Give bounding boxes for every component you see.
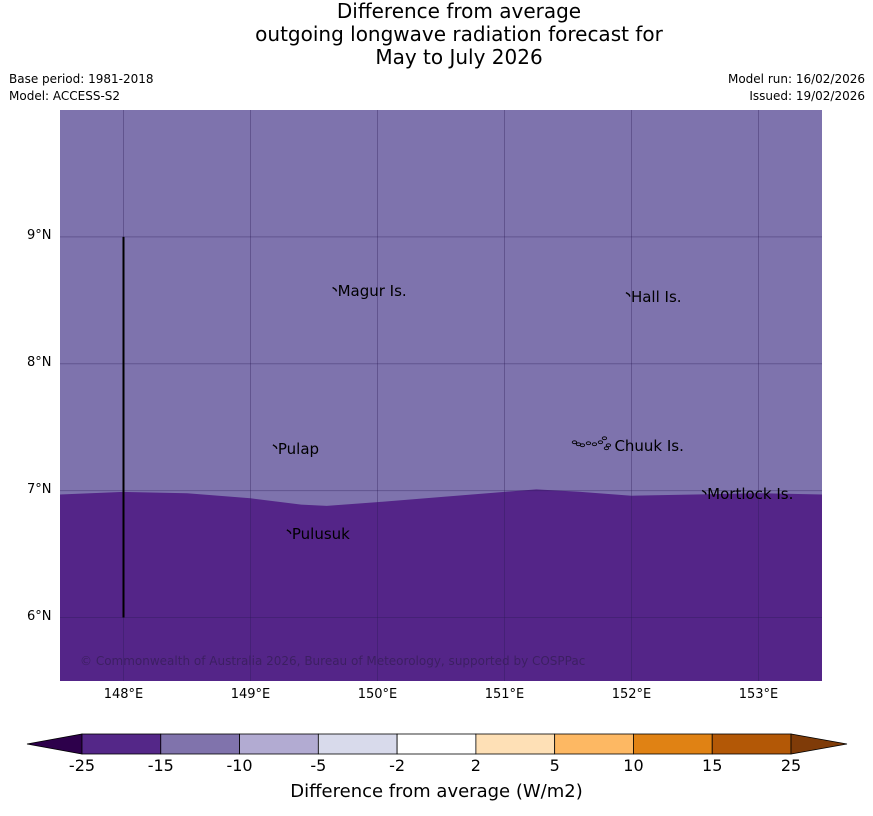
- longitude-tick-label: 151°E: [484, 687, 525, 702]
- colorbar-tick-label: -5: [310, 756, 327, 775]
- colorbar-tick-label: 2: [470, 756, 481, 775]
- lower-anomaly-region: [60, 489, 822, 681]
- longitude-tick-label: 153°E: [738, 687, 779, 702]
- island-shape: [591, 442, 598, 447]
- island-label: Hall Is.: [630, 287, 682, 306]
- map-canvas[interactable]: [60, 110, 822, 681]
- latitude-tick-label: 8°N: [27, 354, 52, 370]
- colorbar-bin: [633, 733, 713, 755]
- copyright-notice: © Commonwealth of Australia 2026, Bureau…: [80, 654, 586, 668]
- island-shape: [701, 489, 707, 495]
- model-name: Model: ACCESS-S2: [9, 89, 121, 103]
- island-shape: [286, 529, 292, 535]
- colorbar-tick-label: 25: [780, 756, 802, 775]
- island-shape: [332, 286, 338, 292]
- island-shape: [272, 444, 278, 450]
- colorbar-tick-label: 10: [623, 756, 644, 775]
- colorbar-bin: [81, 733, 162, 755]
- island-shape: [601, 436, 608, 441]
- latitude-tick-label: 6°N: [27, 608, 52, 624]
- colorbar-tick-label: 5: [549, 756, 560, 775]
- longitude-tick-label: 150°E: [357, 687, 398, 702]
- island-shape: [625, 291, 631, 297]
- meta-right: Model run: 16/02/2026 Issued: 19/02/2026: [728, 71, 865, 105]
- issued-date: Issued: 19/02/2026: [749, 89, 865, 103]
- longitude-tick-label: 148°E: [103, 687, 144, 702]
- colorbar-bin: [239, 733, 319, 755]
- base-period: Base period: 1981-2018: [9, 72, 154, 86]
- island-shape: [579, 443, 586, 448]
- model-run: Model run: 16/02/2026: [727, 72, 865, 86]
- longitude-tick-label: 149°E: [230, 687, 271, 702]
- colorbar-tick-label: -25: [68, 756, 96, 775]
- island-label: Chuuk Is.: [614, 437, 684, 456]
- island-label: Mortlock Is.: [707, 485, 794, 504]
- colorbar-title: Difference from average (W/m2): [290, 781, 583, 802]
- colorbar-tick-label: 15: [702, 756, 723, 775]
- colorbar-bin: [160, 733, 240, 755]
- colorbar-bin: [711, 733, 792, 755]
- island-shape: [585, 441, 592, 446]
- island-label: Pulap: [277, 439, 320, 458]
- latitude-tick-label: 9°N: [27, 227, 52, 243]
- title-line-1: Difference from average: [336, 0, 582, 23]
- colorbar-under-arrow: [26, 733, 83, 755]
- island-shape: [603, 446, 610, 451]
- island-shape: [605, 443, 612, 448]
- colorbar-tick-label: -15: [147, 756, 174, 775]
- island-label: Pulusuk: [291, 524, 350, 543]
- meta-left: Base period: 1981-2018 Model: ACCESS-S2: [9, 71, 154, 105]
- map-panel[interactable]: [60, 110, 822, 681]
- colorbar-bin: [554, 733, 634, 755]
- map-title: Difference from average outgoing longwav…: [0, 0, 873, 69]
- island-label: Magur Is.: [337, 282, 407, 301]
- colorbar-bin: [475, 733, 556, 755]
- title-line-3: May to July 2026: [375, 45, 543, 69]
- island-shape: [597, 440, 604, 445]
- longitude-tick-label: 152°E: [611, 687, 652, 702]
- colorbar-bin: [396, 733, 477, 755]
- colorbar-bin: [317, 733, 398, 755]
- colorbar-tick-label: -2: [389, 756, 406, 775]
- colorbar: [26, 733, 848, 755]
- colorbar-tick-label: -10: [226, 756, 253, 775]
- title-line-2: outgoing longwave radiation forecast for: [255, 22, 663, 46]
- latitude-tick-label: 7°N: [27, 481, 52, 497]
- colorbar-over-arrow: [790, 733, 848, 755]
- island-shape: [571, 440, 578, 445]
